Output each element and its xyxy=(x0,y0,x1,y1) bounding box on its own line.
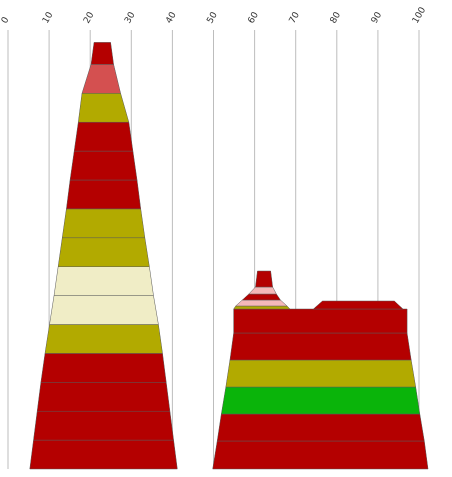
left-band-2 xyxy=(33,410,174,441)
left-band-4 xyxy=(40,353,167,383)
x-axis-ticks: 0 10 20 30 40 50 60 70 80 90 100 xyxy=(0,5,428,25)
tick-label-0: 0 xyxy=(0,15,12,25)
left-band-13 xyxy=(77,93,130,123)
tick-label-40: 40 xyxy=(164,10,179,25)
left-band-9 xyxy=(61,208,146,239)
right-band-3 xyxy=(221,386,421,415)
tick-label-20: 20 xyxy=(82,10,97,25)
right-peak-layer-3 xyxy=(241,293,281,301)
right-band-4 xyxy=(225,359,417,388)
tick-label-50: 50 xyxy=(205,10,220,25)
right-peak-layer-2 xyxy=(235,299,288,307)
left-band-1 xyxy=(29,439,178,470)
left-band-15 xyxy=(90,42,114,65)
left-shape xyxy=(29,42,178,470)
right-band-6 xyxy=(233,308,408,334)
left-band-6 xyxy=(49,295,159,325)
left-band-5 xyxy=(44,324,163,354)
right-band-2 xyxy=(216,413,425,442)
left-band-7 xyxy=(53,266,154,296)
left-band-14 xyxy=(81,64,121,94)
tick-label-70: 70 xyxy=(288,10,303,25)
tick-label-30: 30 xyxy=(123,10,138,25)
left-band-12 xyxy=(73,121,134,152)
right-peak-layer-5 xyxy=(255,270,273,288)
tick-label-100: 100 xyxy=(411,5,428,25)
right-shape xyxy=(212,270,429,470)
tick-label-80: 80 xyxy=(329,10,344,25)
left-band-8 xyxy=(57,237,150,267)
right-peak-layer-4 xyxy=(248,286,277,295)
right-band-5 xyxy=(229,332,412,361)
right-band-1 xyxy=(212,440,429,470)
left-band-11 xyxy=(69,150,138,181)
left-band-10 xyxy=(66,179,142,210)
tick-label-10: 10 xyxy=(41,10,56,25)
right-ridge xyxy=(312,300,404,310)
right-peak-layer-1 xyxy=(233,305,291,310)
tick-label-60: 60 xyxy=(247,10,262,25)
left-band-3 xyxy=(36,382,171,412)
tick-label-90: 90 xyxy=(370,10,385,25)
